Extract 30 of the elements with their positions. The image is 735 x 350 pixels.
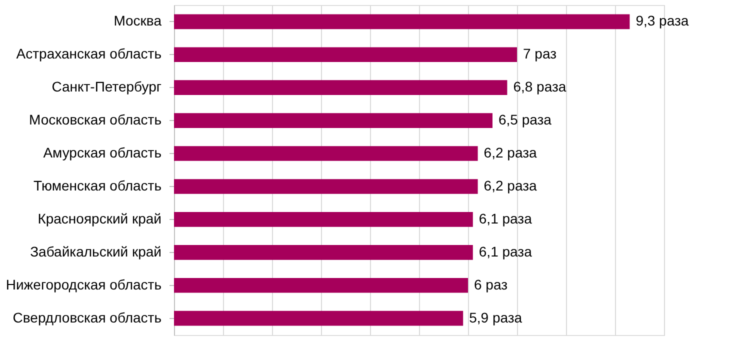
data-label: 6,2 раза [484, 144, 537, 161]
bar [174, 146, 478, 161]
data-label: 9,3 раза [636, 12, 689, 29]
bar [174, 14, 630, 30]
y-tick-label: Тюменская область [34, 177, 162, 194]
bar [174, 245, 473, 260]
y-tick-label: Астраханская область [16, 46, 162, 62]
data-label: 6,1 раза [478, 243, 532, 260]
bar [174, 47, 517, 62]
bar [174, 310, 464, 326]
y-tick-label: Московская область [29, 112, 162, 128]
y-tick-label: Санкт-Петербург [52, 78, 162, 95]
y-tick-label: Нижегородская область [6, 276, 162, 292]
data-label: 5,9 раза [469, 309, 522, 326]
data-label: 6 раз [474, 276, 508, 292]
data-label: 6,2 раза [484, 177, 537, 194]
data-label: 6,1 раза [478, 210, 532, 226]
data-label: 6,5 раза [498, 112, 552, 128]
data-label: 7 раз [523, 46, 557, 62]
y-tick-label: Москва [114, 12, 162, 29]
y-tick-label: Забайкальский край [30, 243, 162, 260]
y-tick-label: Амурская область [43, 144, 162, 161]
bar [174, 212, 473, 227]
bar [174, 113, 492, 128]
data-label: 6,8 раза [513, 78, 566, 95]
bar [174, 179, 478, 194]
bar [174, 278, 468, 293]
bar [174, 80, 508, 95]
y-tick-label: Красноярский край [38, 210, 162, 226]
y-tick-label: Свердловская область [12, 309, 162, 326]
